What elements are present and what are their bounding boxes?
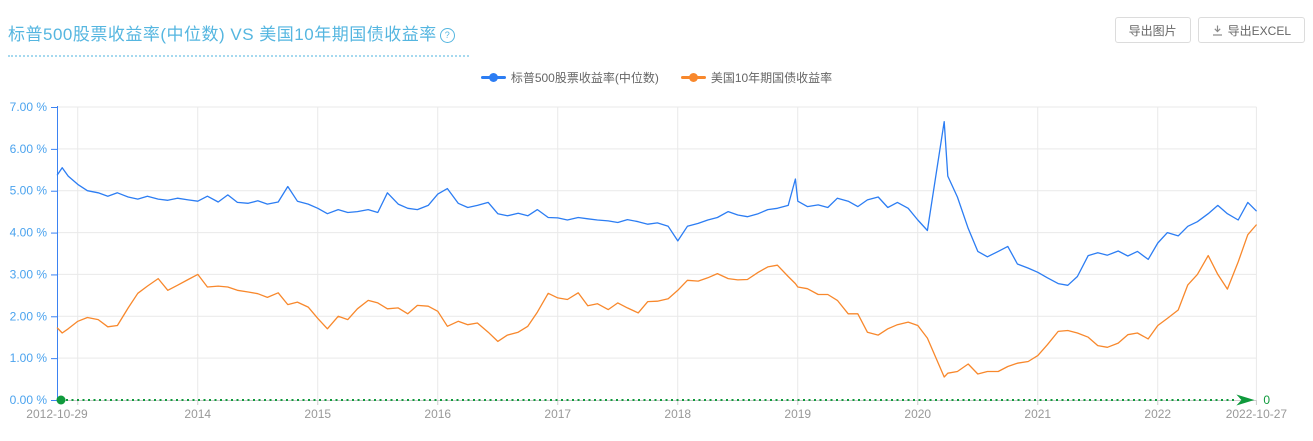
y-axis-label: 5.00 % (10, 184, 48, 198)
legend-label: 标普500股票收益率(中位数) (510, 71, 659, 85)
legend-label: 美国10年期国债收益率 (710, 71, 833, 85)
series-line-1 (56, 224, 1257, 378)
export-image-button[interactable]: 导出图片 (1114, 17, 1191, 43)
chart-legend: 标普500股票收益率(中位数) 美国10年期国债收益率 (0, 69, 1313, 86)
legend-item-0[interactable]: 标普500股票收益率(中位数) (480, 69, 659, 86)
y-axis-label: 1.00 % (10, 351, 48, 365)
x-axis-label: 2012-10-29 (26, 407, 88, 421)
zero-marker-arrow-icon (1236, 394, 1255, 406)
y-axis-label: 6.00 % (10, 142, 48, 156)
x-axis-label: 2019 (784, 407, 811, 421)
zero-marker-start-dot (56, 395, 66, 405)
x-axis-label: 2015 (304, 407, 331, 421)
x-axis-label: 2022-10-27 (1226, 407, 1288, 421)
zero-marker-label: 0 (1263, 393, 1270, 407)
y-axis-label: 4.00 % (10, 226, 48, 240)
y-axis-label: 7.00 % (10, 100, 48, 114)
download-icon (1212, 25, 1223, 36)
toolbar: 导出图片 导出EXCEL (1114, 17, 1305, 43)
y-axis-label: 2.00 % (10, 309, 48, 323)
x-axis-label: 2022 (1144, 407, 1171, 421)
legend-marker-icon (480, 73, 506, 82)
x-axis-label: 2016 (424, 407, 451, 421)
y-axis-label: 3.00 % (10, 267, 48, 281)
x-axis-label: 2018 (664, 407, 691, 421)
plot-area[interactable] (57, 107, 1256, 400)
x-axis-label: 2020 (904, 407, 931, 421)
export-excel-label: 导出EXCEL (1227, 23, 1291, 38)
page-title: 标普500股票收益率(中位数) VS 美国10年期国债收益率? (8, 20, 469, 57)
export-image-label: 导出图片 (1128, 23, 1177, 38)
legend-item-1[interactable]: 美国10年期国债收益率 (680, 69, 833, 86)
legend-marker-icon (680, 73, 706, 82)
y-axis-label: 0.00 % (10, 393, 48, 407)
x-axis-label: 2021 (1024, 407, 1051, 421)
series-line-0 (56, 120, 1257, 286)
export-excel-button[interactable]: 导出EXCEL (1197, 17, 1305, 43)
help-icon[interactable]: ? (439, 28, 455, 43)
x-axis-label: 2014 (184, 407, 211, 421)
x-axis-label: 2017 (544, 407, 571, 421)
page-title-text: 标普500股票收益率(中位数) VS 美国10年期国债收益率 (8, 25, 437, 44)
